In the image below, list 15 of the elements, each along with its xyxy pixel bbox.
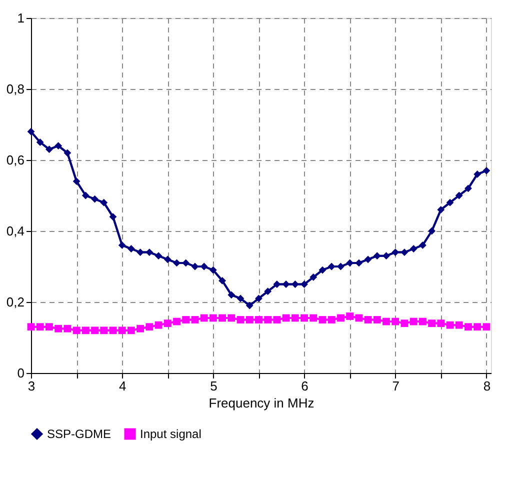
x-tick-label: 5 [210,378,218,394]
y-tick-label: 0,8 [6,82,24,96]
x-tick-label: 3 [28,378,36,394]
legend-label: SSP-GDME [47,427,112,441]
y-tick-label: 1 [17,10,24,26]
x-axis-title: Frequency in MHz [208,396,314,410]
y-tick-label: 0,4 [6,224,24,238]
x-tick-label: 7 [392,378,400,394]
y-tick-label: 0 [17,366,24,380]
x-tick-label: 8 [483,378,491,394]
legend-label: Input signal [140,427,202,441]
y-tick-label: 0,2 [6,294,24,310]
x-tick-label: 4 [118,378,126,394]
x-tick-label: 6 [301,378,308,394]
y-tick-label: 0,6 [6,152,24,168]
